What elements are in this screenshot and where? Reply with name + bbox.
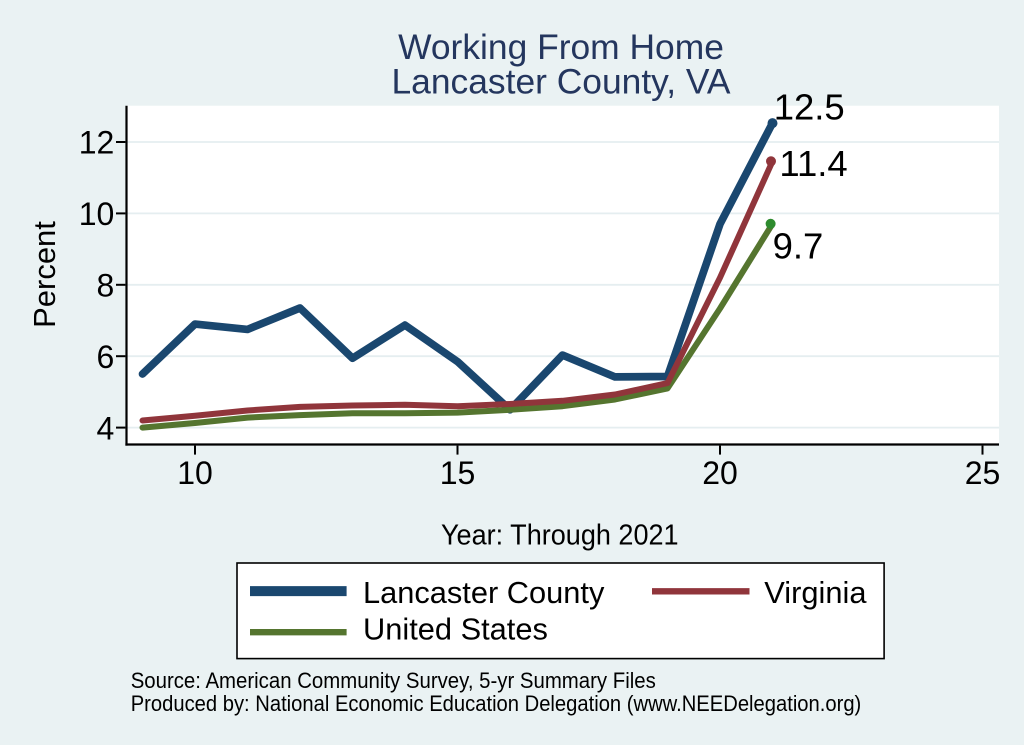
svg-text:Working From Home: Working From Home [398, 27, 724, 67]
svg-text:4: 4 [97, 410, 115, 446]
svg-text:8: 8 [97, 268, 115, 304]
svg-text:25: 25 [965, 455, 1001, 491]
svg-text:Percent: Percent [27, 221, 62, 328]
svg-text:Produced by: National Economic: Produced by: National Economic Education… [131, 691, 862, 716]
svg-text:10: 10 [177, 455, 213, 491]
svg-text:Year: Through 2021: Year: Through 2021 [441, 519, 679, 551]
svg-text:15: 15 [440, 455, 476, 491]
svg-text:6: 6 [97, 339, 115, 375]
svg-text:9.7: 9.7 [773, 225, 824, 266]
svg-text:20: 20 [702, 455, 738, 491]
svg-text:12.5: 12.5 [774, 86, 845, 127]
svg-text:Lancaster County: Lancaster County [363, 575, 605, 610]
svg-text:Source: American Community Sur: Source: American Community Survey, 5-yr … [131, 668, 656, 693]
svg-text:10: 10 [79, 196, 115, 232]
svg-text:Virginia: Virginia [764, 575, 867, 610]
svg-text:Lancaster County, VA: Lancaster County, VA [391, 62, 730, 102]
svg-text:11.4: 11.4 [779, 143, 847, 184]
svg-text:12: 12 [79, 125, 115, 161]
svg-text:United States: United States [363, 612, 548, 647]
